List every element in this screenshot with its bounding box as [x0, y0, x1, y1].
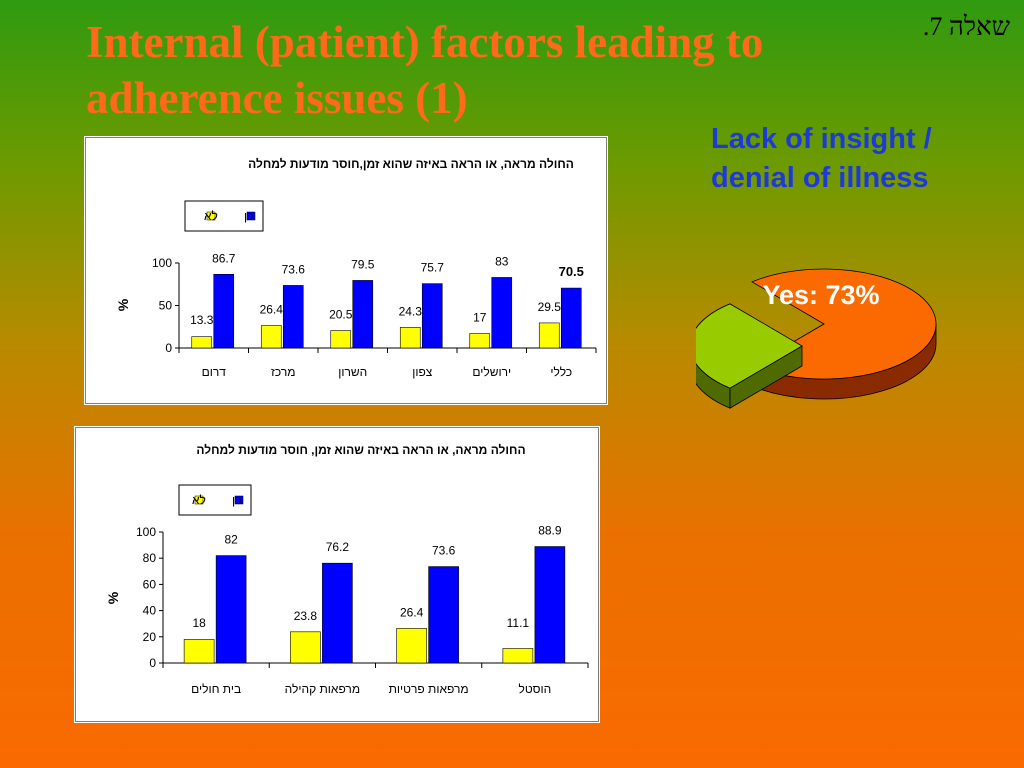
category-label: השרון	[338, 365, 367, 379]
data-label: 82	[224, 533, 238, 547]
bar-no	[260, 325, 282, 349]
y-tick-label: 60	[143, 577, 157, 591]
data-label: 20.5	[329, 308, 353, 322]
category-label: מרפאות פרטיות	[389, 682, 469, 696]
settings-chart-panel: החולה מראה, או הראה באיזה שהוא זמן, חוסר…	[75, 427, 599, 722]
regions-chart-panel: החולה מראה, או הראה באיזה שהוא זמן,חוסר …	[85, 137, 607, 404]
bar-no	[183, 639, 215, 664]
pie-slice-no	[696, 303, 803, 389]
category-label: דרום	[202, 365, 227, 379]
bar-no	[191, 336, 213, 349]
y-axis-label: %	[105, 591, 121, 604]
regions-bar-chart: החולה מראה, או הראה באיזה שהוא זמן,חוסר …	[115, 157, 597, 379]
data-label: 29.5	[538, 300, 562, 314]
bar-yes	[560, 287, 582, 349]
legend-label: לא	[192, 493, 206, 507]
data-label: 70.5	[559, 264, 584, 279]
data-label: 26.4	[400, 605, 424, 619]
category-label: כללי	[550, 365, 572, 379]
legend-swatch	[206, 211, 216, 221]
bar-yes	[282, 285, 304, 349]
bar-no	[396, 628, 427, 664]
legend-swatch	[234, 495, 244, 505]
legend-label: כן	[244, 209, 253, 223]
y-tick-label: 0	[165, 341, 172, 355]
pie-yes-label: Yes: 73%	[762, 280, 879, 310]
settings-bar-chart: החולה מראה, או הראה באיזה שהוא זמן, חוסר…	[105, 443, 589, 696]
chart-title: החולה מראה, או הראה באיזה שהוא זמן,חוסר …	[248, 157, 574, 171]
bar-no	[469, 333, 491, 349]
y-axis-label: %	[115, 298, 131, 311]
data-label: 88.9	[538, 524, 562, 538]
data-label: 75.7	[421, 261, 445, 275]
data-label: 23.8	[294, 609, 318, 623]
bar-yes	[491, 277, 513, 349]
category-label: בית חולים	[191, 682, 241, 696]
chart-title: החולה מראה, או הראה באיזה שהוא זמן, חוסר…	[196, 443, 525, 457]
bar-yes	[215, 555, 247, 664]
data-label: 17	[473, 311, 487, 325]
category-label: מרפאות קהילה	[285, 682, 360, 696]
legend-swatch	[246, 211, 256, 221]
bar-yes	[428, 566, 459, 664]
bar-no	[399, 327, 421, 349]
legend-label: כן	[232, 493, 241, 507]
data-label: 24.3	[399, 304, 423, 318]
legend-label: לא	[204, 209, 218, 223]
bar-no	[538, 322, 560, 349]
y-tick-label: 50	[159, 299, 173, 313]
y-tick-label: 80	[143, 551, 157, 565]
bar-yes	[213, 274, 235, 349]
legend-box	[178, 484, 252, 516]
y-tick-label: 100	[136, 525, 156, 539]
category-label: מרכז	[271, 365, 295, 379]
data-label: 11.1	[507, 616, 530, 630]
question-number: שאלה 7.	[922, 12, 1010, 41]
bar-yes	[352, 280, 374, 349]
bar-no	[330, 330, 352, 349]
data-label: 13.3	[190, 313, 214, 327]
data-label: 83	[495, 254, 509, 268]
yes-no-pie-chart: Yes: 73%	[696, 268, 937, 409]
y-tick-label: 100	[152, 256, 172, 270]
y-tick-label: 20	[143, 630, 157, 644]
data-label: 79.5	[351, 257, 375, 271]
data-label: 18	[192, 616, 206, 630]
data-label: 73.6	[282, 262, 306, 276]
insight-caption: Lack of insight / denial of illness	[711, 123, 932, 194]
data-label: 73.6	[432, 544, 456, 558]
y-tick-label: 0	[149, 656, 156, 670]
bar-yes	[534, 546, 566, 664]
data-label: 26.4	[260, 303, 284, 317]
y-tick-label: 40	[143, 604, 157, 618]
data-label: 76.2	[326, 540, 350, 554]
slide-title: Internal (patient) factors leading to ad…	[86, 17, 764, 123]
category-label: צפון	[412, 365, 433, 379]
bar-yes	[322, 562, 353, 664]
bar-no	[502, 648, 534, 664]
legend-swatch	[194, 495, 204, 505]
data-label: 86.7	[212, 251, 236, 265]
bar-no	[290, 631, 321, 664]
category-label: הוסטל	[518, 682, 551, 696]
category-label: ירושלים	[472, 365, 511, 379]
bar-yes	[421, 283, 443, 349]
